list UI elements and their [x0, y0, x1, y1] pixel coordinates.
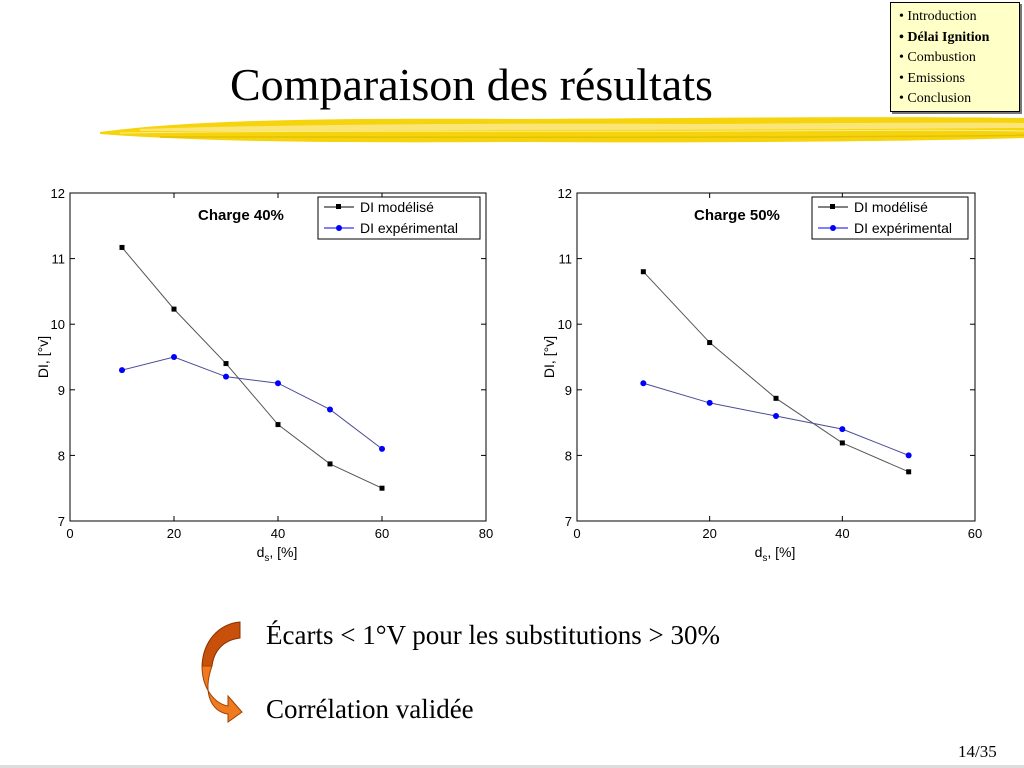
x-axis-label: ds, [%]	[755, 544, 796, 564]
data-point-model	[906, 469, 912, 475]
x-tick-label: 0	[573, 526, 580, 541]
data-point-experimental	[839, 426, 846, 433]
data-point-model	[707, 340, 713, 346]
plot-frame	[69, 192, 487, 522]
slide-title: Comparaison des résultats	[230, 59, 713, 110]
y-tick-label: 12	[558, 186, 572, 201]
y-axis-label: DI, [°v]	[35, 336, 51, 378]
data-point-model	[640, 269, 646, 275]
chart-annotation: Charge 50%	[694, 207, 780, 224]
data-point-experimental	[275, 380, 281, 387]
y-tick-label: 11	[559, 252, 573, 267]
note-ecarts: Écarts < 1°V pour les substitutions > 30…	[266, 620, 720, 650]
data-point-model	[223, 361, 229, 367]
nav-item-combustion[interactable]: • Combustion	[899, 50, 976, 65]
legend-label-model: DI modélisé	[360, 199, 434, 215]
chart-charge-50: 0 20 40 60 7 8 9 10 11 12 ds, [%] DI, [°v] Charge…	[530, 180, 1000, 580]
data-point-model	[773, 395, 779, 401]
data-point-model	[275, 422, 281, 428]
y-tick-label: 8	[58, 448, 65, 463]
chart-legend: DI modélisé DI expérimental	[811, 196, 969, 240]
chart-annotation: Charge 40%	[198, 207, 284, 224]
x-tick-label: 40	[271, 526, 285, 541]
x-tick-label: 40	[835, 526, 849, 541]
yellow-brush-stroke	[100, 117, 1024, 143]
y-tick-label: 9	[565, 383, 572, 398]
legend-label-experimental: DI expérimental	[360, 220, 458, 236]
data-point-experimental	[379, 445, 385, 452]
x-axis-label: ds, [%]	[257, 544, 298, 564]
data-point-model	[171, 306, 177, 312]
data-point-experimental	[706, 399, 713, 406]
series-line-experimental	[643, 382, 909, 456]
page-number: 14/35	[958, 742, 997, 761]
y-tick-label: 10	[51, 317, 65, 332]
curved-arrow-icon	[201, 621, 243, 723]
legend-label-model: DI modélisé	[854, 199, 928, 215]
y-tick-label: 7	[565, 514, 572, 529]
x-tick-label: 20	[167, 526, 181, 541]
data-point-experimental	[119, 367, 125, 374]
data-point-experimental	[223, 373, 229, 380]
data-point-model	[839, 440, 845, 446]
note-correlation: Corrélation validée	[266, 694, 474, 724]
data-point-experimental	[171, 354, 177, 360]
data-point-experimental	[773, 413, 779, 420]
y-tick-label: 11	[52, 252, 66, 267]
plot-frame	[576, 192, 976, 522]
footer-divider	[0, 765, 1024, 768]
nav-item-delai-ignition[interactable]: • Délai Ignition	[899, 29, 990, 45]
y-axis-label: DI, [°v]	[541, 336, 557, 378]
nav-item-introduction[interactable]: • Introduction	[899, 9, 977, 24]
data-point-experimental	[327, 406, 333, 413]
series-line-experimental	[121, 356, 383, 450]
x-tick-label: 60	[375, 526, 389, 541]
legend-label-experimental: DI expérimental	[854, 220, 952, 236]
series-line-model	[121, 247, 383, 489]
y-tick-label: 10	[558, 317, 572, 332]
nav-item-conclusion[interactable]: • Conclusion	[899, 91, 972, 106]
data-point-experimental	[905, 452, 912, 459]
y-tick-label: 12	[51, 186, 65, 201]
data-point-model	[327, 461, 333, 467]
chart-charge-40: 0 20 40 60 80 7 8 9 10 11 12 ds, [%] DI, [°v] Char…	[20, 180, 510, 580]
x-tick-label: 80	[479, 526, 493, 541]
x-tick-label: 60	[968, 526, 982, 541]
chart-legend: DI modélisé DI expérimental	[317, 196, 481, 240]
series-line-model	[642, 271, 909, 473]
x-tick-label: 20	[702, 526, 716, 541]
data-point-model	[379, 485, 385, 491]
y-tick-label: 7	[58, 514, 65, 529]
data-point-experimental	[640, 380, 647, 387]
y-tick-label: 9	[58, 383, 65, 398]
x-tick-label: 0	[66, 526, 73, 541]
section-nav-box: • Introduction • Délai Ignition • Combus…	[890, 2, 1020, 112]
nav-item-emissions[interactable]: • Emissions	[899, 70, 965, 86]
data-point-model	[119, 244, 125, 250]
y-tick-label: 8	[565, 448, 572, 463]
